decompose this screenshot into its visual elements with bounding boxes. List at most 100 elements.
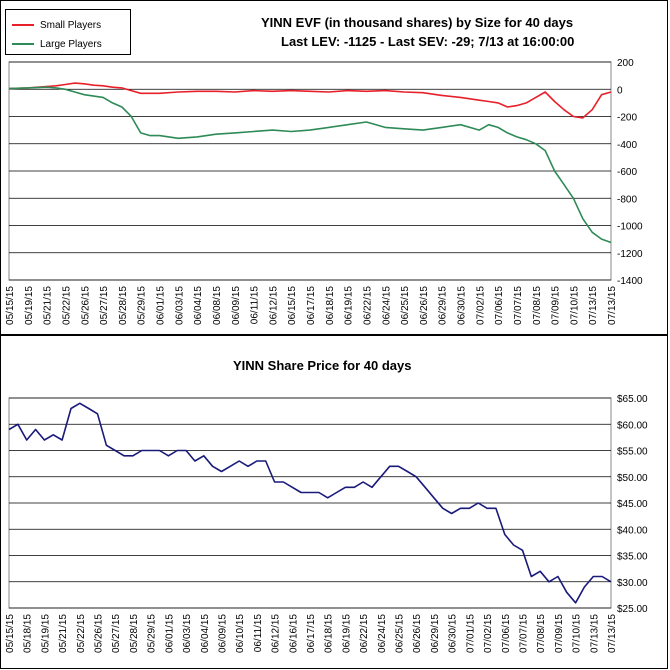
legend-item-small-players: Small Players <box>12 18 101 32</box>
x-tick-label: 07/06/15 <box>501 614 512 653</box>
chart-subtitle: Last LEV: -1125 - Last SEV: -29; 7/13 at… <box>281 34 575 49</box>
x-tick-label: 06/01/15 <box>156 286 167 325</box>
legend-swatch-small <box>12 24 34 26</box>
x-tick-label: 06/04/15 <box>193 286 204 325</box>
x-tick-label: 06/29/15 <box>430 614 441 653</box>
legend-item-large-players: Large Players <box>12 37 102 51</box>
y-tick-label: $25.00 <box>617 604 648 615</box>
y-tick-label: -1400 <box>617 276 643 287</box>
x-tick-label: 05/19/15 <box>40 614 51 653</box>
x-tick-label: 05/28/15 <box>118 286 129 325</box>
x-tick-label: 07/07/15 <box>513 286 524 325</box>
x-tick-label: 07/13/15 <box>589 614 600 653</box>
x-tick-label: 07/13/15 <box>607 614 618 653</box>
x-tick-label: 06/16/15 <box>288 614 299 653</box>
x-tick-label: 06/24/15 <box>381 286 392 325</box>
series-line-price <box>8 402 612 604</box>
y-tick-label: $35.00 <box>617 552 648 563</box>
y-tick-label: $50.00 <box>617 473 648 484</box>
x-tick-label: 06/19/15 <box>341 614 352 653</box>
y-tick-label: -200 <box>617 113 637 124</box>
y-tick-label: -1200 <box>617 249 643 260</box>
x-tick-label: 06/08/15 <box>212 286 223 325</box>
x-tick-label: 07/10/15 <box>569 286 580 325</box>
x-tick-label: 05/19/15 <box>24 286 35 325</box>
x-tick-label: 06/25/15 <box>395 614 406 653</box>
x-tick-label: 07/10/15 <box>572 614 583 653</box>
x-tick-label: 05/27/15 <box>111 614 122 653</box>
x-tick-label: 07/02/15 <box>475 286 486 325</box>
y-tick-label: 200 <box>617 58 634 69</box>
x-tick-label: 05/27/15 <box>99 286 110 325</box>
x-tick-label: 06/18/15 <box>325 286 336 325</box>
x-tick-label: 06/22/15 <box>362 286 373 325</box>
legend-label-small: Small Players <box>40 19 102 31</box>
x-tick-label: 07/09/15 <box>551 286 562 325</box>
x-tick-label: 06/12/15 <box>268 286 279 325</box>
x-tick-label: 07/02/15 <box>483 614 494 653</box>
y-tick-label: $60.00 <box>617 420 648 431</box>
y-tick-label: $45.00 <box>617 499 648 510</box>
x-tick-label: 06/26/15 <box>419 286 430 325</box>
x-tick-label: 06/17/15 <box>306 286 317 325</box>
x-tick-label: 06/30/15 <box>457 286 468 325</box>
x-tick-label: 06/11/15 <box>253 614 264 653</box>
x-tick-label: 05/29/15 <box>137 286 148 325</box>
x-tick-label: 07/09/15 <box>554 614 565 653</box>
x-tick-label: 06/12/15 <box>271 614 282 653</box>
y-tick-label: 0 <box>617 85 623 96</box>
x-tick-label: 07/07/15 <box>518 614 529 653</box>
x-tick-label: 05/28/15 <box>129 614 140 653</box>
x-tick-label: 06/18/15 <box>324 614 335 653</box>
price-chart-panel: YINN Share Price for 40 days $65.00 $60.0… <box>0 335 668 669</box>
x-tick-label: 05/15/15 <box>5 286 16 325</box>
price-line-chart: $65.00 $60.00 $55.00 $50.00 $45.00 $40.00 $35.… <box>5 394 648 653</box>
y-tick-label: -800 <box>617 194 637 205</box>
x-tick-label: 07/13/15 <box>588 286 599 325</box>
y-tick-label: $30.00 <box>617 578 648 589</box>
evf-chart-panel: Small Players Large Players YINN EVF (in… <box>0 0 668 335</box>
x-tick-label: 07/08/15 <box>536 614 547 653</box>
x-tick-label: 07/08/15 <box>532 286 543 325</box>
x-tick-label: 06/19/15 <box>344 286 355 325</box>
chart-title: YINN EVF (in thousand shares) by Size fo… <box>261 15 574 30</box>
x-tick-label: 05/22/15 <box>76 614 87 653</box>
x-tick-label: 06/25/15 <box>400 286 411 325</box>
x-tick-label: 06/03/15 <box>182 614 193 653</box>
x-tick-label: 06/22/15 <box>359 614 370 653</box>
chart-legend: Small Players Large Players <box>5 9 131 55</box>
x-tick-label: 06/01/15 <box>164 614 175 653</box>
x-tick-label: 05/18/15 <box>23 614 34 653</box>
legend-swatch-large <box>12 43 34 45</box>
x-tick-label: 07/06/15 <box>494 286 505 325</box>
x-tick-label: 06/09/15 <box>217 614 228 653</box>
y-tick-label: $40.00 <box>617 525 648 536</box>
y-tick-label: -600 <box>617 167 637 178</box>
series-line-large-players <box>8 86 612 244</box>
x-tick-label: 06/15/15 <box>287 286 298 325</box>
x-tick-label: 06/04/15 <box>200 614 211 653</box>
legend-label-large: Large Players <box>40 38 102 50</box>
x-tick-label: 05/15/15 <box>5 614 16 653</box>
x-tick-label: 06/24/15 <box>377 614 388 653</box>
x-tick-label: 06/11/15 <box>250 286 261 325</box>
y-tick-label: $55.00 <box>617 447 648 458</box>
series-line-small-players <box>8 82 612 119</box>
y-tick-label: $65.00 <box>617 394 648 405</box>
x-tick-label: 06/09/15 <box>231 286 242 325</box>
x-tick-label: 05/22/15 <box>61 286 72 325</box>
x-tick-label: 05/26/15 <box>80 286 91 325</box>
x-tick-label: 07/01/15 <box>465 614 476 653</box>
y-tick-label: -1000 <box>617 222 643 233</box>
x-tick-label: 05/21/15 <box>43 286 54 325</box>
x-tick-label: 07/13/15 <box>607 286 618 325</box>
evf-line-chart: 200 0 -200 -400 -600 -800 -1000 -1200 -1400 05/15… <box>5 58 643 325</box>
x-tick-label: 05/21/15 <box>58 614 69 653</box>
x-tick-label: 06/03/15 <box>174 286 185 325</box>
x-tick-label: 06/10/15 <box>235 614 246 653</box>
x-tick-label: 06/29/15 <box>438 286 449 325</box>
x-tick-label: 06/17/15 <box>306 614 317 653</box>
y-tick-label: -400 <box>617 140 637 151</box>
x-tick-label: 05/29/15 <box>147 614 158 653</box>
x-tick-label: 05/26/15 <box>94 614 105 653</box>
